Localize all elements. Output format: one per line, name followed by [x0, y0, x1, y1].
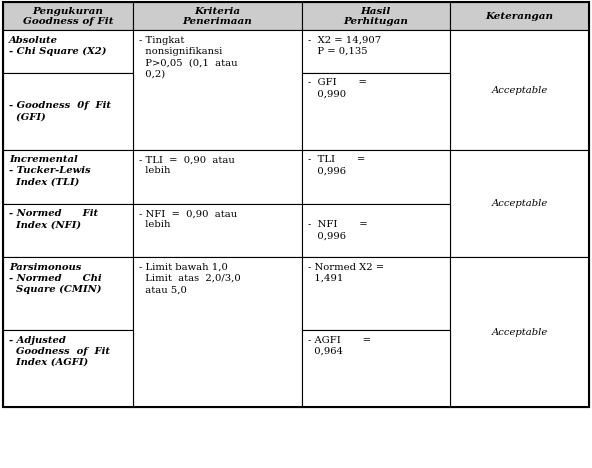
- Text: - Goodness  0f  Fit
  (GFI): - Goodness 0f Fit (GFI): [9, 101, 111, 121]
- Text: - Normed Χ2 =
  1,491: - Normed Χ2 = 1,491: [308, 263, 384, 283]
- Bar: [302, 2, 450, 30]
- Bar: [3, 2, 133, 30]
- Bar: [302, 30, 450, 73]
- Text: Acceptable: Acceptable: [491, 199, 548, 208]
- Bar: [133, 257, 302, 407]
- Bar: [302, 73, 450, 150]
- Text: - Normed      Fit
  Index (NFI): - Normed Fit Index (NFI): [9, 209, 98, 229]
- Text: Acceptable: Acceptable: [491, 86, 548, 95]
- Text: -  TLI       =
   0,996: - TLI = 0,996: [308, 155, 365, 176]
- Text: - Limit bawah 1,0
  Limit  atas  2,0/3,0
  atau 5,0: - Limit bawah 1,0 Limit atas 2,0/3,0 ata…: [139, 263, 241, 294]
- Bar: [3, 257, 133, 330]
- Bar: [133, 2, 302, 30]
- Bar: [302, 257, 450, 330]
- Text: -  GFI       =
   0,990: - GFI = 0,990: [308, 78, 366, 98]
- Text: - Adjusted
  Goodness  of  Fit
  Index (AGFI): - Adjusted Goodness of Fit Index (AGFI): [9, 336, 110, 367]
- Bar: [3, 73, 133, 150]
- Text: -  NFI       =
   0,996: - NFI = 0,996: [308, 220, 368, 241]
- Text: Incremental
- Tucker-Lewis
  Index (TLI): Incremental - Tucker-Lewis Index (TLI): [9, 155, 91, 187]
- Text: Pengukuran
Goodness of Fit: Pengukuran Goodness of Fit: [23, 7, 113, 26]
- Bar: [3, 204, 133, 257]
- Bar: [3, 150, 133, 204]
- Bar: [450, 257, 589, 407]
- Bar: [3, 330, 133, 407]
- Text: Keterangan: Keterangan: [485, 12, 554, 21]
- Bar: [3, 30, 133, 73]
- Text: - Tingkat
  nonsignifikansi
  P>0,05  (0,1  atau
  0,2): - Tingkat nonsignifikansi P>0,05 (0,1 at…: [139, 36, 238, 78]
- Bar: [302, 330, 450, 407]
- Text: Parsimonous
- Normed      Chi
  Square (CMIN): Parsimonous - Normed Chi Square (CMIN): [9, 263, 101, 294]
- Text: Absolute
- Chi Square (Χ2): Absolute - Chi Square (Χ2): [9, 36, 107, 56]
- Text: - TLI  =  0,90  atau
  lebih: - TLI = 0,90 atau lebih: [139, 155, 235, 176]
- Text: - AGFI       =
  0,964: - AGFI = 0,964: [308, 336, 371, 356]
- Text: Hasil
Perhitugan: Hasil Perhitugan: [343, 7, 408, 26]
- Bar: [133, 204, 302, 257]
- Bar: [133, 30, 302, 150]
- Text: Acceptable: Acceptable: [491, 328, 548, 337]
- Text: Kriteria
Penerimaan: Kriteria Penerimaan: [183, 7, 252, 26]
- Text: - NFI  =  0,90  atau
  lebih: - NFI = 0,90 atau lebih: [139, 209, 237, 229]
- Bar: [133, 150, 302, 204]
- Bar: [302, 150, 450, 204]
- Bar: [3, 2, 589, 407]
- Bar: [302, 204, 450, 257]
- Text: -  Χ2 = 14,907
   P = 0,135: - Χ2 = 14,907 P = 0,135: [308, 36, 381, 56]
- Bar: [450, 2, 589, 30]
- Bar: [450, 150, 589, 257]
- Bar: [450, 30, 589, 150]
